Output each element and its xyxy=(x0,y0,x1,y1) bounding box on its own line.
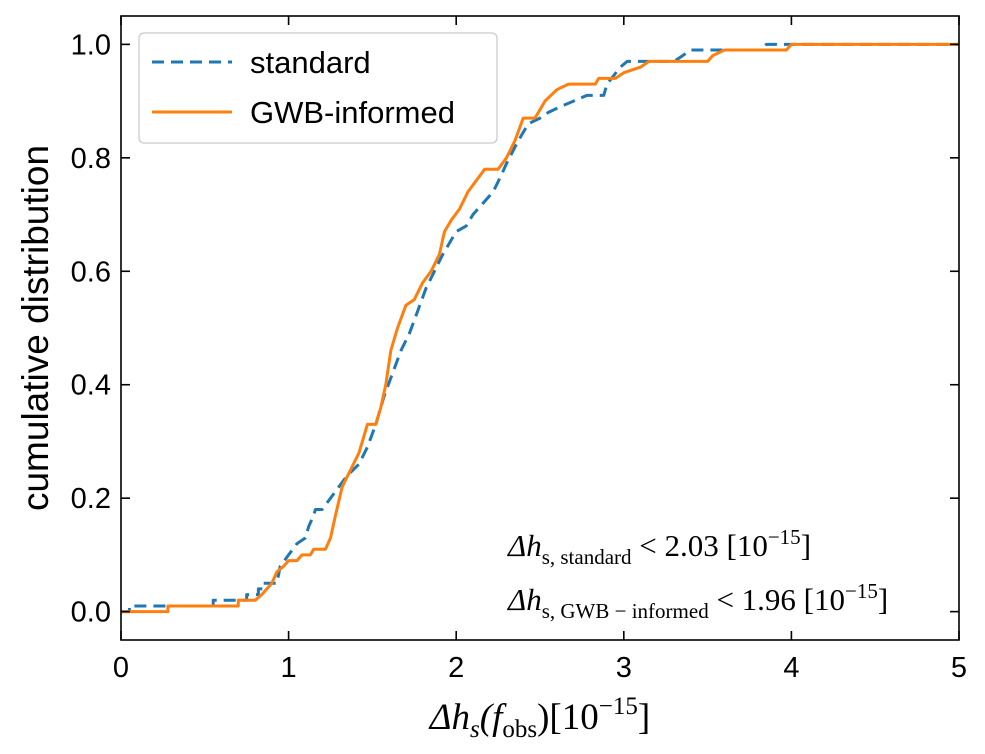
y-axis-label: cumulative distribution xyxy=(15,145,56,511)
annotation-standard-relation: < 2.03 [10 xyxy=(632,528,768,563)
annotation-gwb-sub: s, GWB − informed xyxy=(542,599,709,623)
x-tick-label: 4 xyxy=(783,652,799,684)
annotation-standard-close: ] xyxy=(801,528,811,563)
annotation-gwb: Δhs, GWB − informed < 1.96 [10−15] xyxy=(506,579,888,623)
annotation-standard-main: Δh xyxy=(506,528,542,563)
x-tick-label: 3 xyxy=(616,652,632,684)
y-tick-label: 0.8 xyxy=(71,143,111,175)
annotation-gwb-exp: −15 xyxy=(845,579,878,603)
annotation-gwb-main: Δh xyxy=(506,582,542,617)
x-tick-label: 0 xyxy=(113,652,129,684)
annotation-gwb-relation: < 1.96 [10 xyxy=(709,582,845,617)
x-tick-label: 1 xyxy=(281,652,297,684)
annotation-standard: Δhs, standard < 2.03 [10−15] xyxy=(506,525,811,569)
x-tick-label: 5 xyxy=(951,652,967,684)
x-label-paren-close: ) xyxy=(537,697,549,738)
x-tick-label: 2 xyxy=(448,652,464,684)
annotation-standard-exp: −15 xyxy=(768,525,801,549)
y-tick-label: 0.6 xyxy=(71,256,111,288)
series-line-standard xyxy=(121,42,959,614)
annotation-gwb-close: ] xyxy=(878,582,888,617)
series-layer xyxy=(121,42,959,614)
x-label-main: Δh xyxy=(428,697,470,738)
legend: standard GWB-informed xyxy=(138,32,498,144)
annotation-standard-sub: s, standard xyxy=(542,545,632,569)
plot-frame xyxy=(120,15,960,641)
x-axis-label: Δhs(fobs)[10−15] xyxy=(428,693,650,743)
series-line-gwb-informed xyxy=(121,42,959,614)
legend-gwb-label: GWB-informed xyxy=(250,95,455,130)
x-label-paren-sub: obs xyxy=(502,716,537,743)
x-label-unit-open: [10 xyxy=(549,697,598,738)
y-tick-label: 1.0 xyxy=(71,29,111,61)
x-label-sub: s xyxy=(470,716,480,743)
y-tick-label: 0.2 xyxy=(71,483,111,515)
y-tick-label: 0.4 xyxy=(71,370,111,402)
y-tick-label: 0.0 xyxy=(71,597,111,629)
legend-standard-label: standard xyxy=(250,45,371,80)
x-label-unit-exp: −15 xyxy=(599,693,638,720)
x-label-unit-close: ] xyxy=(638,697,650,738)
